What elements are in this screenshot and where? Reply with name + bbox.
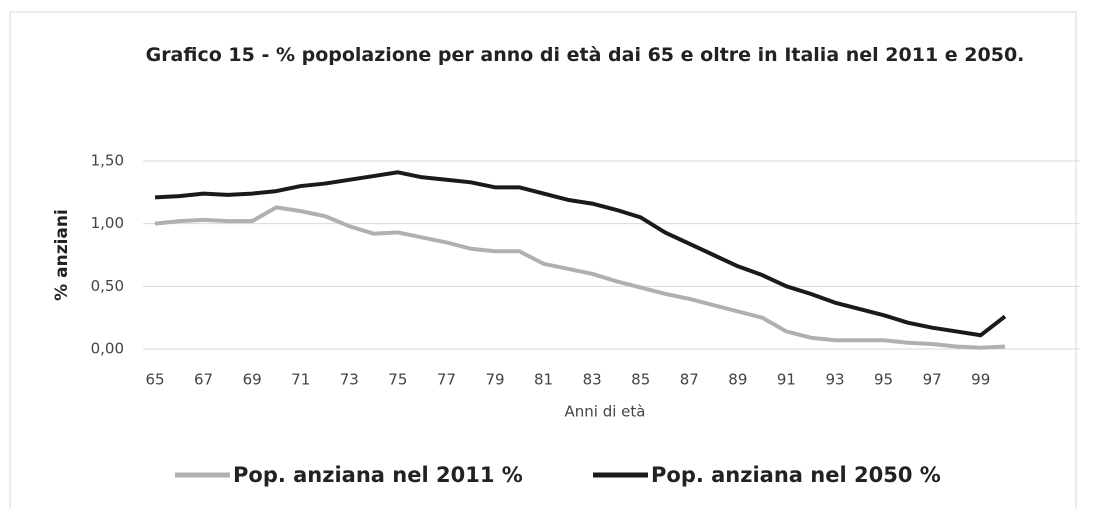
x-tick-label: 95 <box>874 371 893 389</box>
x-tick-label: 97 <box>923 371 942 389</box>
x-tick-label: 87 <box>680 371 699 389</box>
legend-label: Pop. anziana nel 2050 % <box>651 463 941 487</box>
x-tick-label: 83 <box>583 371 602 389</box>
chart-frame <box>9 11 1077 509</box>
x-tick-label: 75 <box>388 371 407 389</box>
x-tick-label: 93 <box>825 371 844 389</box>
y-tick-label: 0,50 <box>91 277 124 295</box>
x-tick-label: 73 <box>340 371 359 389</box>
line-series <box>154 170 1007 338</box>
chart-title: Grafico 15 - % popolazione per anno di e… <box>145 44 1025 66</box>
x-tick-label: 77 <box>437 371 456 389</box>
line-series <box>154 205 1006 350</box>
x-axis-label: Anni di età <box>565 403 646 421</box>
x-tick-label: 71 <box>291 371 310 389</box>
x-tick-label: 65 <box>145 371 164 389</box>
x-tick-label: 69 <box>243 371 262 389</box>
legend-label: Pop. anziana nel 2011 % <box>233 463 523 487</box>
y-tick-label: 1,50 <box>91 152 124 170</box>
x-tick-label: 79 <box>485 371 504 389</box>
x-tick-label: 91 <box>777 371 796 389</box>
y-axis-label: % anziani <box>52 209 72 301</box>
y-tick-label: 0,00 <box>91 340 124 358</box>
x-tick-label: 85 <box>631 371 650 389</box>
x-tick-label: 89 <box>728 371 747 389</box>
x-tick-label: 67 <box>194 371 213 389</box>
x-tick-label: 81 <box>534 371 553 389</box>
x-tick-label: 99 <box>971 371 990 389</box>
y-tick-label: 1,00 <box>91 214 124 232</box>
